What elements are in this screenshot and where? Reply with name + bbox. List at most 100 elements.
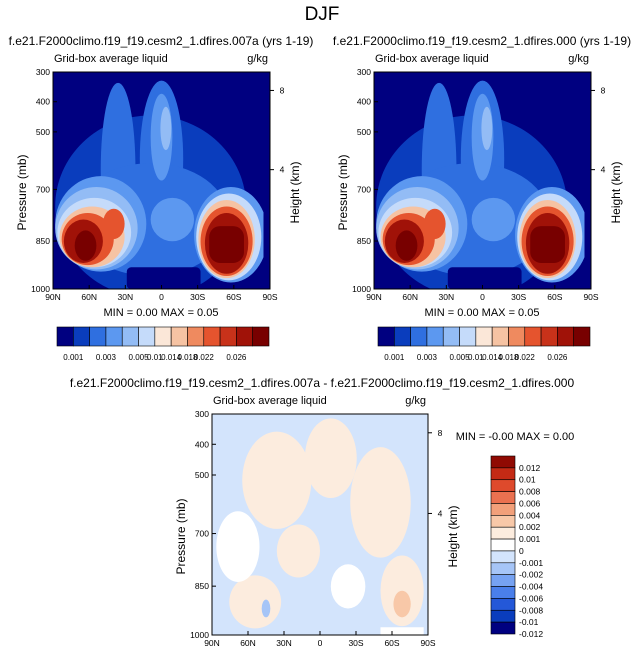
x-tick-label: 90S bbox=[262, 292, 277, 302]
colorbar-tick-label: 0.003 bbox=[417, 353, 438, 362]
contour-surface-dry-band bbox=[447, 267, 522, 289]
y-tick-label: 300 bbox=[357, 67, 371, 77]
x-tick-label: 90N bbox=[204, 638, 220, 648]
plot-units-2: g/kg bbox=[405, 395, 426, 407]
colorbar-swatch bbox=[490, 550, 516, 564]
colorbar-tick-label: -0.004 bbox=[519, 582, 543, 592]
colorbar-tick-label: 0.001 bbox=[384, 353, 405, 362]
y-axis-label-0: Pressure (mb) bbox=[15, 154, 29, 230]
colorbar-swatch bbox=[491, 326, 509, 347]
x-tick-label: 0 bbox=[318, 638, 323, 648]
colorbar-swatch bbox=[56, 326, 74, 347]
colorbar-swatch bbox=[524, 326, 542, 347]
colorbar-swatch bbox=[170, 326, 188, 347]
colorbar-swatch bbox=[490, 503, 516, 516]
contour-field-0 bbox=[53, 72, 270, 289]
x-tick-label: 60N bbox=[402, 292, 418, 302]
y-tick-label: 300 bbox=[195, 409, 209, 419]
positive-patch-4 bbox=[276, 524, 320, 578]
colorbar-tick-label: 0.001 bbox=[63, 353, 84, 362]
contour-equator-peak bbox=[481, 106, 493, 151]
colorbar-swatch bbox=[490, 491, 516, 504]
x-tick-label: 30S bbox=[511, 292, 526, 302]
plot-units-1: g/kg bbox=[568, 53, 589, 65]
plot-units-0: g/kg bbox=[247, 53, 268, 65]
colorbar-swatch bbox=[490, 526, 516, 540]
y-tick-label: 1000 bbox=[31, 284, 50, 294]
colorbar-swatch bbox=[490, 467, 516, 481]
height-tick-label: 4 bbox=[280, 165, 285, 175]
positive-patch-1 bbox=[242, 431, 312, 529]
positive-patch-6 bbox=[229, 575, 282, 629]
y-tick-label: 850 bbox=[195, 581, 209, 591]
colorbar-swatch bbox=[154, 326, 172, 347]
colorbar-tick-label: 0.002 bbox=[519, 522, 541, 532]
colorbar-swatch bbox=[475, 326, 493, 347]
negative-core bbox=[261, 599, 271, 618]
y-tick-label: 700 bbox=[195, 529, 209, 539]
colorbar-swatch bbox=[490, 515, 516, 528]
y-tick-label: 1000 bbox=[352, 284, 371, 294]
min-max-text-2: MIN = -0.00 MAX = 0.00 bbox=[456, 431, 575, 443]
contour-surface-dry-band bbox=[126, 267, 201, 289]
contour-nh-secondary bbox=[423, 208, 446, 240]
contour-mid-blob bbox=[150, 197, 195, 242]
plot-left-label-2: Grid-box average liquid bbox=[213, 395, 327, 407]
x-tick-label: 60S bbox=[384, 638, 399, 648]
x-tick-label: 90N bbox=[45, 292, 61, 302]
white-strip bbox=[380, 627, 424, 635]
colorbar-tick-label: 0.014 bbox=[482, 353, 503, 362]
colorbar-tick-label: 0.01 bbox=[147, 353, 163, 362]
positive-core bbox=[393, 590, 411, 618]
colorbar-swatch bbox=[490, 609, 516, 623]
x-tick-label: 0 bbox=[480, 292, 485, 302]
colorbar-swatch bbox=[490, 574, 516, 587]
plot-left-label-0: Grid-box average liquid bbox=[54, 53, 168, 65]
height-tick-label: 8 bbox=[438, 428, 443, 438]
colorbar-swatch bbox=[252, 326, 270, 347]
height-tick-label: 8 bbox=[280, 85, 285, 95]
colorbar-tick-label: 0.01 bbox=[519, 475, 536, 485]
colorbar-tick-label: 0.005 bbox=[450, 353, 471, 362]
plot-title-2: f.e21.F2000climo.f19_f19.cesm2_1.dfires.… bbox=[70, 376, 575, 390]
y-axis-label-1: Pressure (mb) bbox=[336, 154, 350, 230]
colorbar-tick-label: 0.004 bbox=[519, 510, 541, 520]
plot-title-1: f.e21.F2000climo.f19_f19.cesm2_1.dfires.… bbox=[333, 34, 631, 48]
colorbar-tick-label: 0.01 bbox=[468, 353, 484, 362]
contour-mid-blob bbox=[471, 197, 516, 242]
colorbar-tick-label: 0.022 bbox=[515, 353, 536, 362]
contour-nh-core bbox=[74, 230, 97, 261]
x-tick-label: 0 bbox=[159, 292, 164, 302]
colorbar-swatch bbox=[121, 326, 139, 347]
colorbar-swatch bbox=[73, 326, 90, 347]
colorbar-swatch bbox=[490, 598, 516, 611]
colorbar-tick-label: 0.005 bbox=[129, 353, 150, 362]
colorbar-swatch bbox=[426, 326, 444, 347]
page-title: DJF bbox=[305, 4, 340, 25]
y-tick-label: 300 bbox=[36, 67, 50, 77]
colorbar-swatch bbox=[540, 326, 558, 347]
colorbar-tick-label: 0.003 bbox=[96, 353, 117, 362]
y-tick-label: 400 bbox=[357, 97, 371, 107]
colorbar-tick-label: -0.002 bbox=[519, 570, 543, 580]
height-tick-label: 4 bbox=[438, 508, 443, 518]
y-tick-label: 400 bbox=[195, 439, 209, 449]
colorbar-tick-label: 0.026 bbox=[547, 353, 568, 362]
y-tick-label: 850 bbox=[357, 236, 371, 246]
colorbar-tick-label: 0.001 bbox=[519, 534, 541, 544]
colorbar-tick-label: 0.014 bbox=[161, 353, 182, 362]
colorbar-tick-label: 0.018 bbox=[498, 353, 519, 362]
colorbar-swatch bbox=[219, 326, 237, 347]
colorbar-swatch bbox=[203, 326, 221, 347]
colorbar-swatch bbox=[490, 562, 516, 575]
colorbar-tick-label: -0.01 bbox=[519, 617, 539, 627]
colorbar-tick-label: -0.012 bbox=[519, 629, 543, 639]
contour-nh-core bbox=[395, 230, 418, 261]
x-tick-label: 30S bbox=[348, 638, 363, 648]
colorbar-swatch bbox=[236, 326, 253, 347]
colorbar-swatch bbox=[557, 326, 574, 347]
colorbar-tick-label: 0.026 bbox=[226, 353, 247, 362]
colorbar-swatch bbox=[459, 326, 477, 347]
colorbar-tick-label: 0.018 bbox=[177, 353, 198, 362]
